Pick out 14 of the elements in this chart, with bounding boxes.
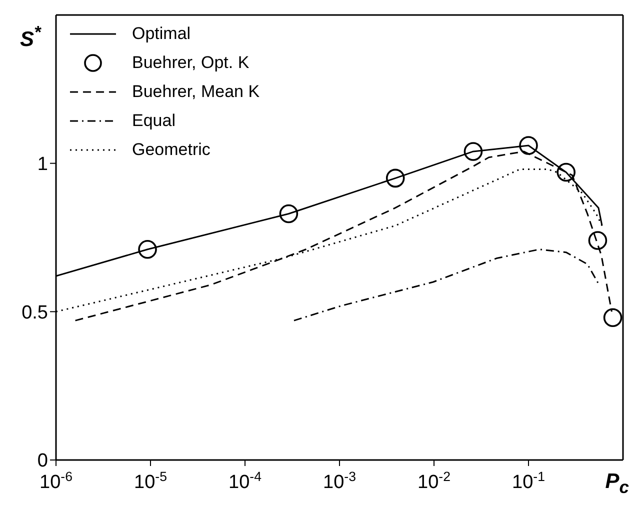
legend-label: Geometric (132, 140, 210, 160)
legend-label: Buehrer, Opt. K (132, 52, 250, 72)
legend-label: Optimal (132, 24, 191, 44)
y-tick-label: 1 (37, 154, 48, 176)
x-tick-label: 10$^{-1}$ (512, 468, 545, 493)
x-tick-label: 10$^{-2}$ (418, 468, 450, 493)
x-tick-label: 10$^{-3}$ (323, 468, 356, 493)
x-tick-label: 10$^{-4}$ (228, 468, 262, 493)
x-axis-title: P$_{c}$ (605, 470, 629, 498)
y-tick-label: 0.5 (22, 302, 48, 324)
legend-label: Buehrer, Mean K (132, 82, 260, 102)
x-tick-label: 10$^{-5}$ (134, 468, 167, 493)
y-axis-title: S$^{*}$ (20, 22, 41, 52)
legend-label: Equal (132, 110, 176, 130)
